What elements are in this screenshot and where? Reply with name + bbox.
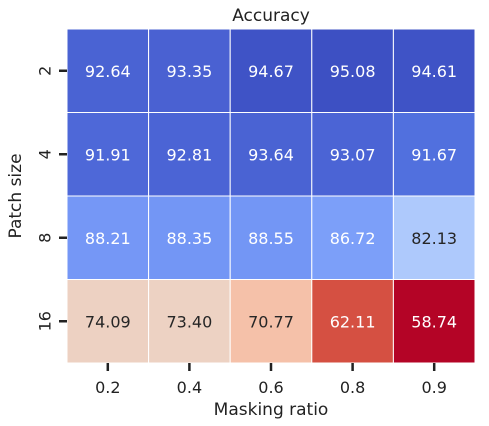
heatmap-cell [392,195,476,280]
heatmap-cell [66,28,150,113]
cell-value-label: 92.81 [166,145,212,164]
cell-value-label: 93.35 [166,62,212,81]
chart-title: Accuracy [232,6,310,26]
y-tick-label: 16 [36,311,55,331]
cell-value-label: 95.08 [330,62,376,81]
y-tick-label: 4 [36,149,55,159]
heatmap-cell [66,112,150,197]
y-axis-title: Patch size [6,153,26,238]
y-tick-label: 2 [36,66,55,76]
heatmap-cell [311,195,394,280]
x-tick-label: 0.8 [340,378,365,397]
heatmap-cell [229,195,313,280]
cell-value-label: 82.13 [411,229,457,248]
x-tick-label: 0.9 [421,378,446,397]
y-tick-label: 8 [36,233,55,243]
cell-value-label: 73.40 [166,312,212,331]
heatmap-cell [392,279,476,364]
cell-value-label: 94.61 [411,62,457,81]
heatmap-cell [392,28,476,113]
heatmap-cell [311,279,394,364]
x-tick-label: 0.2 [95,378,120,397]
heatmap-cell [148,195,231,280]
cell-value-label: 91.67 [411,145,457,164]
x-tick-label: 0.4 [177,378,202,397]
cell-value-label: 88.55 [248,229,294,248]
cell-value-label: 86.72 [330,229,376,248]
cell-value-label: 94.67 [248,62,294,81]
cell-value-label: 88.21 [85,229,131,248]
cell-value-label: 92.64 [85,62,131,81]
cell-value-label: 93.07 [330,145,376,164]
heatmap-cell [229,28,313,113]
x-axis-title: Masking ratio [214,400,329,420]
heatmap-cell [311,28,394,113]
cell-value-label: 70.77 [248,312,294,331]
heatmap-cell [229,279,313,364]
heatmap-cell [392,112,476,197]
x-tick-label: 0.6 [258,378,283,397]
cell-value-label: 93.64 [248,145,294,164]
cell-value-label: 62.11 [330,312,376,331]
cell-value-label: 58.74 [411,312,457,331]
heatmap-cell [229,112,313,197]
heatmap-cell [148,28,231,113]
heatmap-cell [148,279,231,364]
cell-value-label: 88.35 [166,229,212,248]
cell-value-label: 74.09 [85,312,131,331]
cell-value-label: 91.91 [85,145,131,164]
